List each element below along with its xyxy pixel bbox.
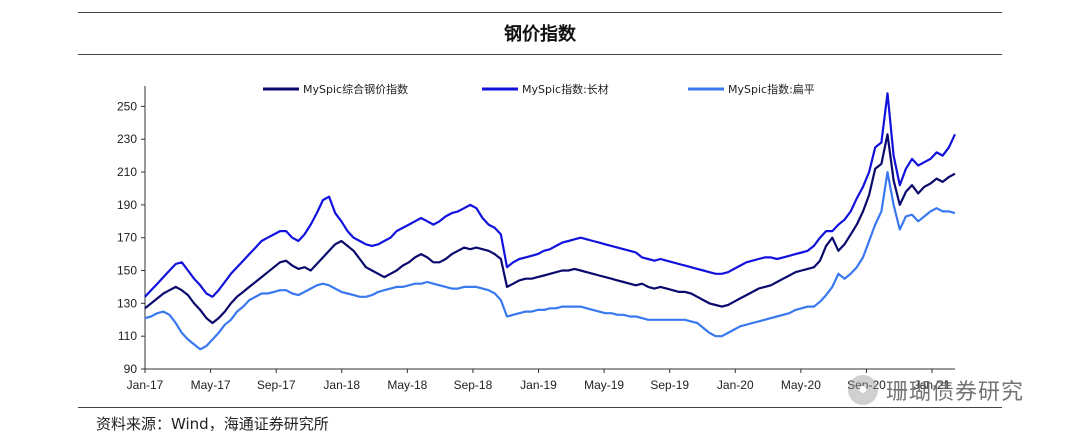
watermark-text: 珊瑚债券研究: [886, 380, 1025, 405]
y-tick-label: 210: [117, 165, 137, 179]
x-tick-label: Jan-20: [717, 378, 754, 392]
wechat-icon: ●: [848, 375, 878, 405]
x-tick-label: Jan-19: [520, 378, 557, 392]
series-line-2: [144, 92, 956, 298]
series-line-3: [144, 171, 956, 351]
x-tick-label: Jan-18: [323, 378, 360, 392]
source-note: 资料来源：Wind，海通证券研究所: [96, 415, 329, 433]
top-rule: [78, 12, 1002, 13]
title-rule: [78, 54, 1002, 55]
y-tick-label: 110: [118, 329, 137, 343]
x-tick-label: May-18: [387, 378, 427, 392]
x-tick-label: Jan-21: [914, 378, 951, 392]
y-tick-label: 150: [117, 264, 137, 278]
y-tick-label: 250: [117, 99, 137, 113]
y-tick-label: 90: [124, 362, 138, 376]
x-tick-label: May-20: [781, 378, 821, 392]
legend-label-1: MySpic综合钢价指数: [303, 82, 408, 96]
x-tick-label: Sep-18: [454, 378, 493, 392]
series-line-1: [144, 133, 956, 325]
x-tick-label: May-19: [584, 378, 624, 392]
chart-title: 钢价指数: [504, 24, 576, 45]
x-tick-label: May-17: [191, 378, 231, 392]
watermark: ● 珊瑚债券研究: [848, 374, 1024, 406]
legend-label-2: MySpic指数:长材: [522, 82, 609, 96]
legend-label-3: MySpic指数:扁平: [728, 82, 815, 96]
x-tick-label: Sep-20: [847, 378, 886, 392]
bottom-rule: [78, 407, 1002, 408]
y-tick-label: 190: [117, 198, 137, 212]
y-tick-label: 130: [117, 296, 137, 310]
y-tick-label: 230: [117, 132, 137, 146]
y-tick-label: 170: [117, 231, 137, 245]
x-tick-label: Sep-17: [257, 378, 296, 392]
x-tick-label: Jan-17: [127, 378, 164, 392]
x-tick-label: Sep-19: [650, 378, 689, 392]
